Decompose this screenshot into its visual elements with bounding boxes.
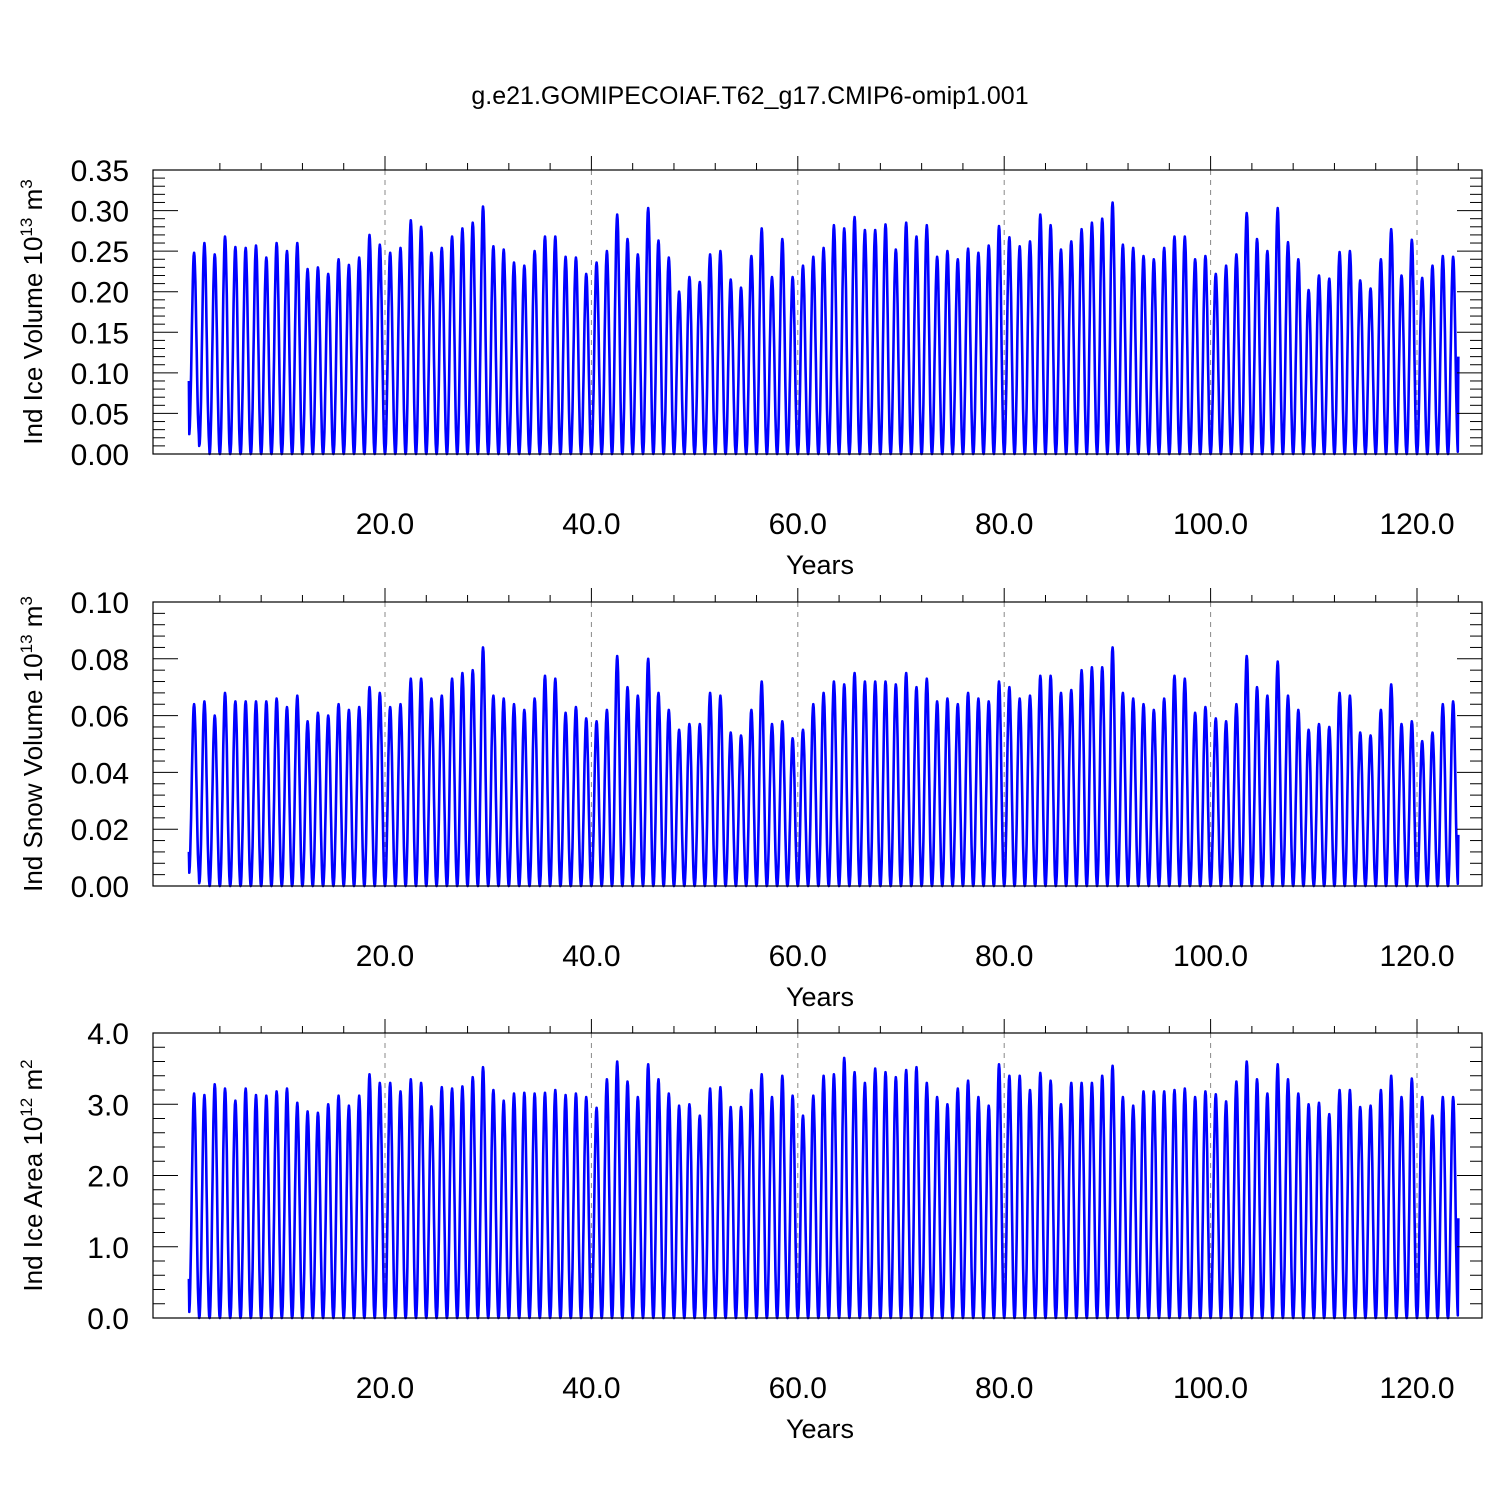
y-tick-label: 0.08 bbox=[71, 644, 129, 677]
y-tick-label: 0.05 bbox=[71, 398, 129, 431]
panel-snow-volume: 20.0 40.0 60.0 80.0 100.0 120.0 Years 0.00 0.02 0… bbox=[17, 587, 1483, 1012]
y-axis-label: Ind Ice Volume 1013 m3 bbox=[17, 179, 48, 444]
y-tick-label: 0.06 bbox=[71, 701, 129, 734]
data-series-line bbox=[187, 1056, 1460, 1320]
y-tick-label: 0.04 bbox=[71, 757, 129, 790]
y-tick-label: 4.0 bbox=[87, 1018, 129, 1051]
y-tick-label: 0.0 bbox=[87, 1303, 129, 1336]
x-tick-label: 80.0 bbox=[975, 940, 1033, 973]
x-tick-label: 120.0 bbox=[1379, 1372, 1454, 1405]
data-series-line bbox=[187, 646, 1460, 888]
y-tick-label: 0.10 bbox=[71, 587, 129, 620]
x-axis-label: Years bbox=[786, 1414, 854, 1444]
data-series-line bbox=[187, 201, 1460, 456]
panel-ice-area: 20.0 40.0 60.0 80.0 100.0 120.0 Years 0.0 1.0 2.0… bbox=[17, 1018, 1483, 1444]
x-tick-label: 80.0 bbox=[975, 508, 1033, 541]
y-tick-label: 0.35 bbox=[71, 155, 129, 188]
x-tick-label: 20.0 bbox=[356, 508, 414, 541]
y-tick-label: 0.20 bbox=[71, 277, 129, 310]
x-tick-label: 20.0 bbox=[356, 940, 414, 973]
panel-ice-volume: 20.0 40.0 60.0 80.0 100.0 120.0 Years 0.00 0.05 0… bbox=[17, 155, 1483, 580]
x-tick-label: 40.0 bbox=[562, 508, 620, 541]
y-tick-label: 0.25 bbox=[71, 236, 129, 269]
y-tick-label: 1.0 bbox=[87, 1232, 129, 1265]
y-tick-label: 0.15 bbox=[71, 317, 129, 350]
x-tick-label: 60.0 bbox=[769, 1372, 827, 1405]
plot-frame bbox=[152, 601, 1483, 887]
x-tick-label: 60.0 bbox=[769, 508, 827, 541]
y-tick-label: 0.00 bbox=[71, 439, 129, 472]
y-tick-label: 0.02 bbox=[71, 814, 129, 847]
x-axis-label: Years bbox=[786, 982, 854, 1012]
x-tick-label: 40.0 bbox=[562, 1372, 620, 1405]
figure-title: g.e21.GOMIPECOIAF.T62_g17.CMIP6-omip1.00… bbox=[471, 82, 1029, 110]
y-axis-label: Ind Snow Volume 1013 m3 bbox=[17, 596, 48, 892]
plot-frame bbox=[152, 169, 1483, 455]
x-tick-label: 100.0 bbox=[1173, 940, 1248, 973]
x-tick-label: 100.0 bbox=[1173, 508, 1248, 541]
y-tick-label: 0.00 bbox=[71, 871, 129, 904]
x-tick-label: 100.0 bbox=[1173, 1372, 1248, 1405]
x-tick-label: 60.0 bbox=[769, 940, 827, 973]
y-tick-label: 0.10 bbox=[71, 358, 129, 391]
x-axis-label: Years bbox=[786, 550, 854, 580]
y-tick-label: 2.0 bbox=[87, 1161, 129, 1194]
y-tick-label: 3.0 bbox=[87, 1089, 129, 1122]
x-tick-label: 120.0 bbox=[1379, 940, 1454, 973]
x-tick-label: 120.0 bbox=[1379, 508, 1454, 541]
x-tick-label: 20.0 bbox=[356, 1372, 414, 1405]
x-tick-label: 40.0 bbox=[562, 940, 620, 973]
y-tick-label: 0.30 bbox=[71, 196, 129, 229]
x-tick-label: 80.0 bbox=[975, 1372, 1033, 1405]
y-axis-label: Ind Ice Area 1012 m2 bbox=[17, 1059, 48, 1291]
